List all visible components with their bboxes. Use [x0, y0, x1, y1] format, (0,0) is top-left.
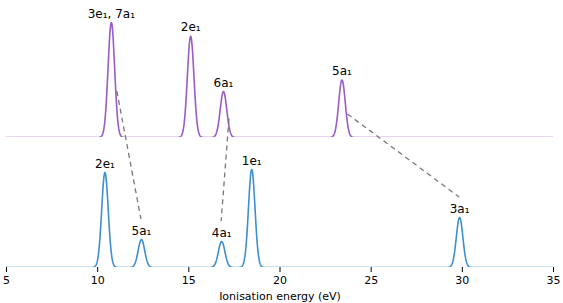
svg-text:10: 10 — [91, 274, 105, 287]
svg-text:20: 20 — [273, 274, 287, 287]
svg-text:4a₁: 4a₁ — [212, 226, 232, 240]
svg-text:5: 5 — [3, 274, 10, 287]
svg-text:6a₁: 6a₁ — [214, 76, 234, 90]
svg-text:35: 35 — [547, 274, 561, 287]
svg-text:2e₁: 2e₁ — [181, 20, 201, 34]
svg-text:Ionisation energy (eV): Ionisation energy (eV) — [219, 290, 341, 303]
svg-text:3e₁, 7a₁: 3e₁, 7a₁ — [88, 7, 135, 21]
svg-text:1e₁: 1e₁ — [242, 154, 262, 168]
svg-text:25: 25 — [364, 274, 378, 287]
svg-text:5a₁: 5a₁ — [332, 64, 352, 78]
svg-text:3a₁: 3a₁ — [450, 202, 470, 216]
svg-text:30: 30 — [455, 274, 469, 287]
svg-text:5a₁: 5a₁ — [132, 224, 152, 238]
svg-text:15: 15 — [182, 274, 196, 287]
svg-text:2e₁: 2e₁ — [95, 157, 115, 171]
